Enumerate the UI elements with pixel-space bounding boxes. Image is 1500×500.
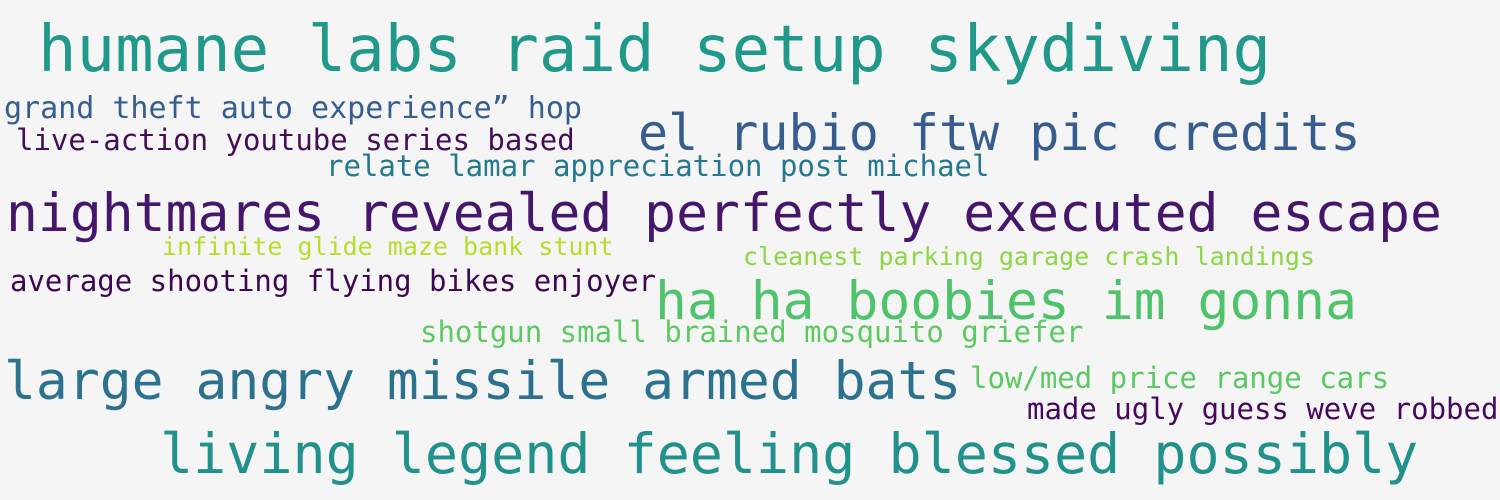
cloud-phrase: ha ha boobies im gonna (655, 271, 1357, 332)
cloud-phrase: made ugly guess weve robbed (1027, 392, 1499, 426)
cloud-phrase: relate lamar appreciation post michael (326, 149, 990, 183)
cloud-phrase: humane labs raid setup skydiving (38, 13, 1271, 87)
cloud-phrase: living legend feeling blessed possibly (160, 422, 1419, 486)
cloud-phrase: cleanest parking garage crash landings (743, 242, 1315, 271)
cloud-phrase: grand theft auto experience” hop (4, 91, 582, 126)
cloud-phrase: low/med price range cars (970, 361, 1390, 395)
cloud-phrase: shotgun small brained mosquito griefer (420, 315, 1084, 349)
cloud-phrase: el rubio ftw pic credits (638, 104, 1361, 162)
cloud-phrase: average shooting flying bikes enjoyer (10, 264, 657, 298)
cloud-phrase: infinite glide maze bank stunt (162, 232, 614, 261)
cloud-phrase: live-action youtube series based (16, 123, 575, 157)
cloud-phrase: large angry missile armed bats (4, 351, 962, 412)
cloud-phrase: nightmares revealed perfectly executed e… (6, 183, 1442, 244)
